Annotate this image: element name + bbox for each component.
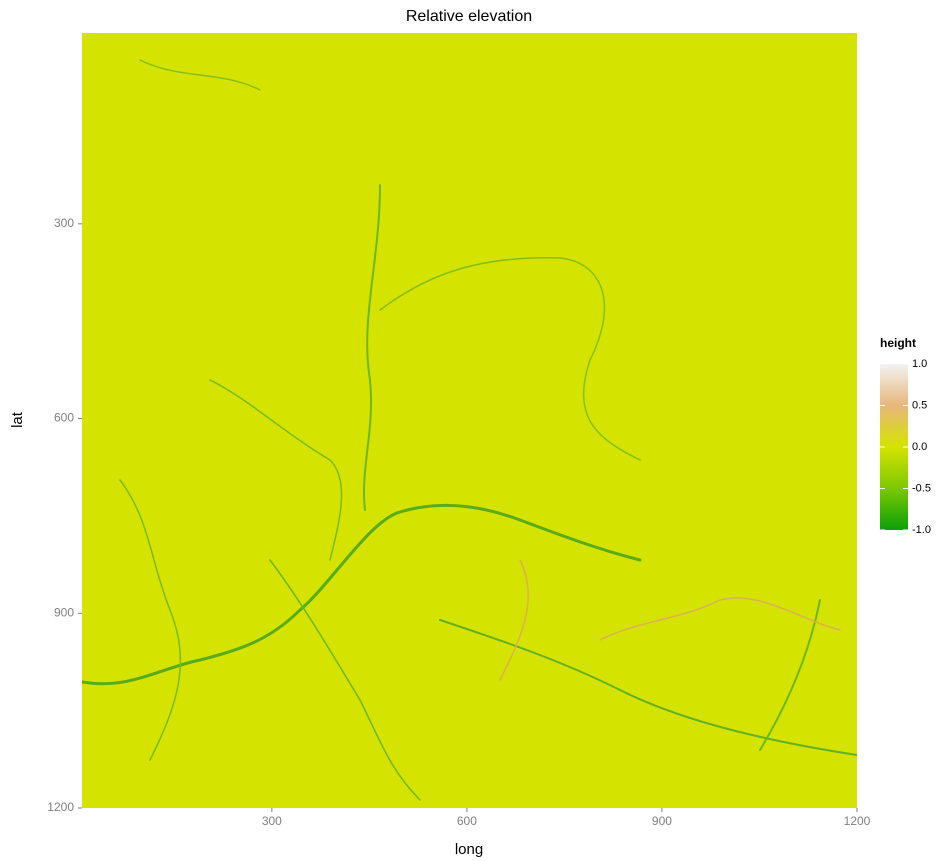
legend-title: height — [880, 336, 916, 350]
x-tick-label: 300 — [262, 814, 282, 828]
x-tick-label: 600 — [457, 814, 477, 828]
colorbar-label: -0.5 — [912, 482, 931, 494]
y-tick-label: 900 — [54, 605, 74, 619]
colorbar-label: -1.0 — [912, 524, 931, 536]
plot-panel — [82, 33, 857, 808]
x-axis-title: long — [455, 841, 483, 858]
x-tick-label: 900 — [652, 814, 672, 828]
colorbar-label: 1.0 — [912, 358, 927, 370]
colorbar-label: 0.5 — [912, 399, 927, 411]
chart-title: Relative elevation — [406, 8, 532, 25]
y-tick-label: 1200 — [47, 800, 74, 814]
page: {"chart_data": {"type": "raster", "title… — [0, 0, 950, 861]
chart: Relative elevation long lat height 300 60… — [0, 0, 950, 861]
y-tick-label: 300 — [54, 216, 74, 230]
raster-base — [82, 33, 857, 808]
x-tick-label: 1200 — [844, 814, 871, 828]
y-tick-label: 600 — [54, 411, 74, 425]
colorbar-label: 0.0 — [912, 441, 927, 453]
y-axis-title: lat — [9, 411, 26, 428]
